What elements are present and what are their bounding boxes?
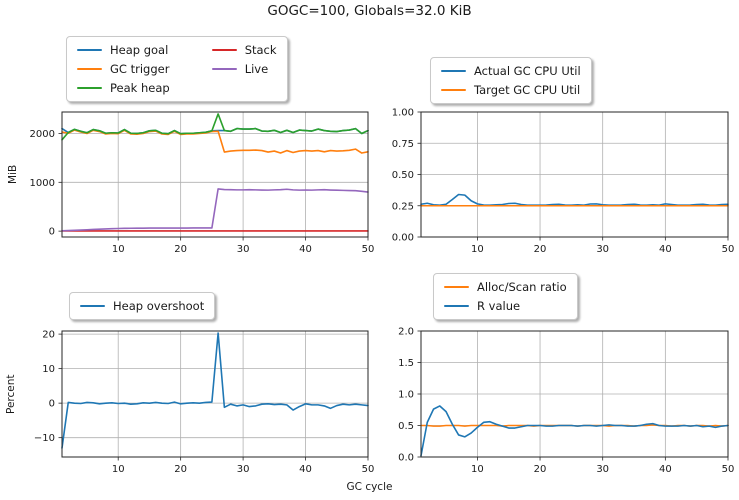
svg-text:20: 20 [174,464,187,475]
heap-sizes-legend: Heap goal GC trigger Peak heap Stack Liv… [66,36,288,102]
legend-item-actual-gc-cpu-util: Actual GC CPU Util [441,64,581,78]
svg-text:50: 50 [362,244,375,255]
svg-text:0.50: 0.50 [392,170,414,181]
r-value-line-sample [444,304,469,308]
gc-cpu-util-legend: Actual GC CPU Util Target GC CPU Util [430,57,592,104]
legend-item-target-gc-cpu-util: Target GC CPU Util [441,83,581,97]
legend-label: Target GC CPU Util [474,83,581,97]
r-value-legend: Alloc/Scan ratio R value [433,273,578,320]
legend-label: Alloc/Scan ratio [477,280,567,294]
legend-label: Peak heap [110,81,170,95]
svg-text:0.75: 0.75 [392,139,414,150]
x-axis-label: GC cycle [346,481,393,493]
figure-title: GOGC=100, Globals=32.0 KiB [267,3,472,19]
legend-label: R value [477,299,521,313]
svg-text:1000: 1000 [30,178,55,189]
svg-text:1.5: 1.5 [398,358,414,369]
svg-text:20: 20 [174,244,187,255]
svg-text:40: 40 [299,464,312,475]
legend-column: Heap goal GC trigger Peak heap [77,43,170,95]
svg-text:50: 50 [722,464,735,475]
svg-text:1.00: 1.00 [392,108,414,119]
svg-text:30: 30 [596,244,609,255]
heap-overshoot-line-sample [80,304,105,308]
legend-item-heap-overshoot: Heap overshoot [80,299,204,313]
legend-item-alloc-scan-ratio: Alloc/Scan ratio [444,280,567,294]
svg-text:10: 10 [471,244,484,255]
actual-gc-cpu-util-line-sample [441,69,466,73]
svg-text:0: 0 [49,399,55,410]
r-value-plot: 10 20 30 40 50 0.0 0.5 1.0 1.5 2.0 [398,327,734,476]
y-axis-label-percent: Percent [5,374,17,414]
peak-heap-line-sample [77,86,102,90]
gc-trigger-line-sample [77,67,102,71]
svg-text:20: 20 [534,464,547,475]
svg-text:−10: −10 [34,433,55,444]
heap-overshoot-plot: 10 20 30 40 50 −10 0 10 20 [34,330,374,475]
legend-label: Stack [244,43,277,57]
svg-text:50: 50 [722,244,735,255]
svg-text:40: 40 [299,244,312,255]
legend-label: GC trigger [110,62,170,76]
legend-item-r-value: R value [444,299,567,313]
svg-text:10: 10 [471,464,484,475]
svg-text:20: 20 [42,330,55,341]
gc-cpu-util-plot: 10 20 30 40 50 0.00 0.25 0.50 0.75 1.00 [392,108,735,256]
legend-label: Heap overshoot [113,299,205,313]
legend-item-heap-goal: Heap goal [77,43,170,57]
svg-text:40: 40 [659,244,672,255]
svg-text:10: 10 [112,244,125,255]
heap-overshoot-legend: Heap overshoot [69,292,216,320]
svg-text:30: 30 [596,464,609,475]
legend-column: Actual GC CPU Util Target GC CPU Util [441,64,581,97]
svg-text:10: 10 [42,364,55,375]
svg-text:0.0: 0.0 [398,453,414,464]
alloc-scan-ratio-line-sample [444,285,469,289]
svg-text:20: 20 [534,244,547,255]
heap-goal-line-sample [77,48,102,52]
svg-text:50: 50 [362,464,375,475]
heap-sizes-plot: 10 20 30 40 50 0 1000 2000 [30,111,374,255]
svg-text:30: 30 [237,464,250,475]
legend-item-stack: Stack [211,43,277,57]
svg-text:0.5: 0.5 [398,421,414,432]
stack-line-sample [211,48,237,52]
svg-text:30: 30 [237,244,250,255]
target-gc-cpu-util-line-sample [441,88,466,92]
y-axis-label-mib: MiB [7,164,19,185]
svg-text:40: 40 [659,464,672,475]
legend-item-live: Live [211,62,277,76]
legend-item-peak-heap: Peak heap [77,81,170,95]
legend-column: Stack Live [211,43,277,95]
legend-column: Alloc/Scan ratio R value [444,280,567,313]
svg-text:2000: 2000 [30,129,55,140]
legend-column: Heap overshoot [80,299,204,313]
svg-text:0: 0 [49,227,55,238]
svg-text:0.25: 0.25 [392,201,414,212]
live-line-sample [211,67,237,71]
legend-label: Live [244,62,269,76]
legend-item-gc-trigger: GC trigger [77,62,170,76]
legend-label: Actual GC CPU Util [474,64,581,78]
legend-label: Heap goal [110,43,169,57]
svg-text:2.0: 2.0 [398,327,414,338]
svg-text:10: 10 [112,464,125,475]
svg-text:0.00: 0.00 [392,233,414,244]
svg-text:1.0: 1.0 [398,390,414,401]
